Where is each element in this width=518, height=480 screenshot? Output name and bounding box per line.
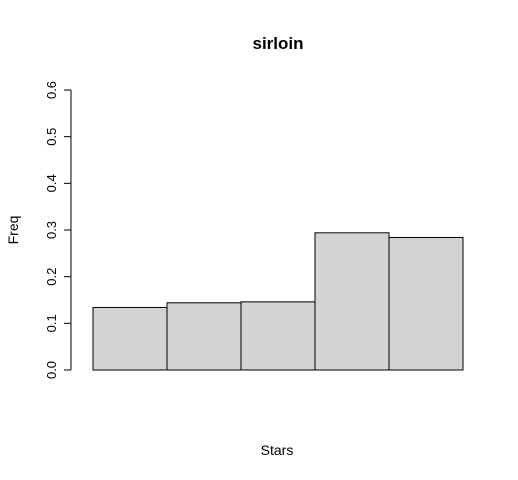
y-tick-label: 0.2 [44,268,59,286]
chart-title: sirloin [252,34,303,53]
y-tick-label: 0.1 [44,314,59,332]
y-tick-label: 0.3 [44,221,59,239]
bar-2 [166,302,242,371]
y-axis-ticks: 0.0 0.1 0.2 0.3 0.4 0.5 0.6 [44,81,71,379]
y-axis-label: Freq [5,216,21,245]
bar-3 [240,301,316,371]
y-tick-label: 0.6 [44,81,59,99]
y-tick-label: 0.5 [44,128,59,146]
bar-4 [314,232,390,371]
bars-group [92,232,464,371]
y-tick-label: 0.4 [44,174,59,192]
bar-1 [92,306,168,371]
bar-5 [388,236,464,371]
x-axis-label: Stars [261,442,294,458]
y-tick-label: 0.0 [44,361,59,379]
